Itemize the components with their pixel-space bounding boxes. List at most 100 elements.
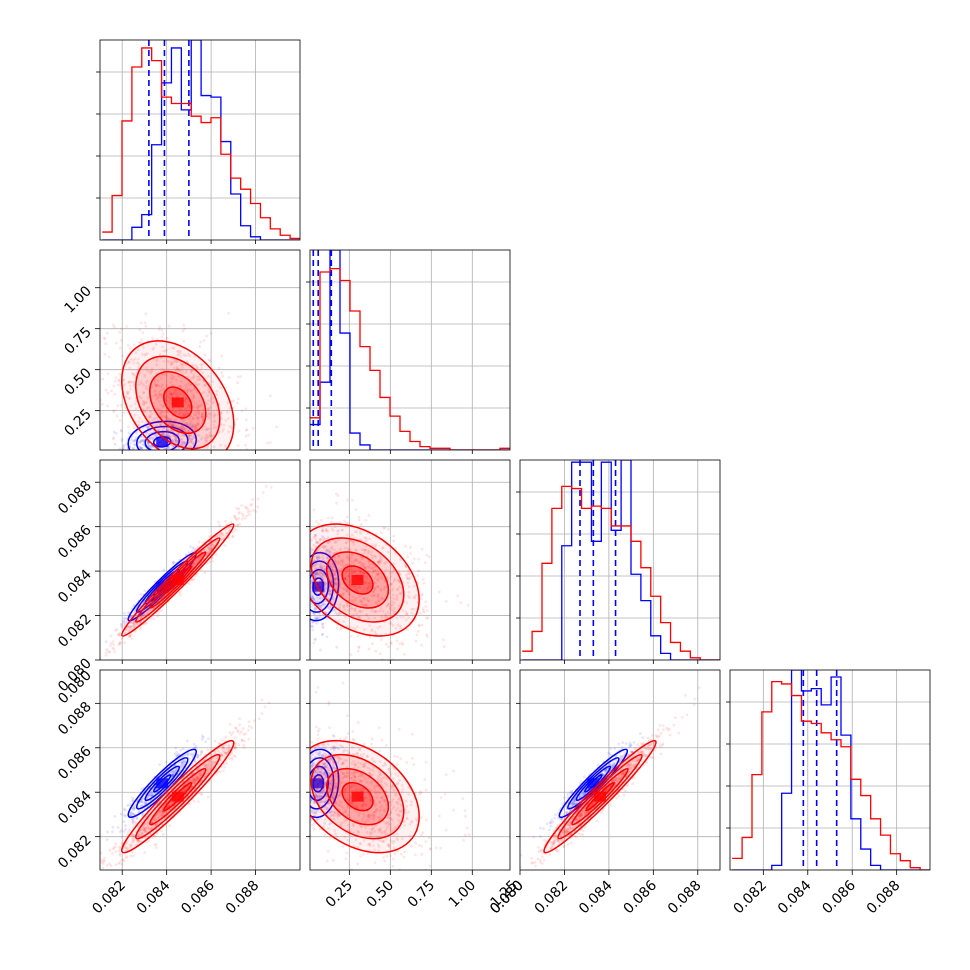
- scatter-point: [292, 589, 295, 592]
- scatter-point: [143, 373, 147, 377]
- scatter-point: [192, 388, 195, 391]
- scatter-point: [160, 455, 163, 458]
- scatter-point: [163, 349, 167, 353]
- scatter-point: [177, 384, 181, 388]
- scatter-point: [204, 439, 208, 443]
- scatter-point: [158, 763, 162, 767]
- scatter-point: [148, 436, 152, 440]
- scatter-point: [226, 456, 229, 459]
- scatter-point: [293, 519, 296, 522]
- scatter-point: [189, 452, 192, 455]
- scatter-point: [171, 424, 175, 428]
- scatter-point: [200, 415, 203, 419]
- scatter-point: [123, 622, 126, 626]
- scatter-point: [185, 422, 188, 426]
- scatter-point: [133, 430, 136, 434]
- scatter-point: [139, 447, 143, 450]
- scatter-point: [287, 532, 290, 535]
- scatter-point: [203, 425, 207, 429]
- scatter-point: [197, 418, 200, 422]
- scatter-point: [245, 428, 249, 432]
- scatter-point: [189, 383, 193, 387]
- scatter-point: [305, 606, 308, 609]
- scatter-point: [105, 875, 108, 878]
- scatter-point: [212, 416, 216, 420]
- scatter-point: [113, 325, 117, 329]
- scatter-point: [216, 535, 220, 538]
- scatter-point: [201, 414, 205, 418]
- scatter-point: [149, 415, 152, 419]
- scatter-point: [159, 388, 163, 392]
- scatter-point: [178, 368, 181, 372]
- scatter-point: [294, 499, 297, 502]
- scatter-point: [191, 562, 195, 566]
- scatter-point: [109, 634, 113, 638]
- scatter-point: [172, 433, 176, 437]
- scatter-point: [210, 542, 214, 546]
- scatter-point: [157, 428, 160, 432]
- scatter-point: [165, 359, 169, 363]
- scatter-point: [137, 420, 141, 423]
- scatter-point: [164, 447, 167, 450]
- scatter-point: [122, 411, 126, 415]
- scatter-point: [291, 576, 294, 579]
- scatter-point: [145, 406, 149, 410]
- scatter-point: [144, 455, 147, 458]
- scatter-point: [283, 581, 286, 584]
- scatter-point: [131, 796, 134, 800]
- scatter-point: [145, 381, 148, 384]
- scatter-point: [185, 478, 188, 481]
- scatter-point: [158, 412, 162, 416]
- scatter-point: [204, 428, 208, 432]
- scatter-point: [170, 360, 174, 364]
- scatter-point: [181, 372, 185, 376]
- scatter-point: [286, 553, 289, 556]
- scatter-point: [205, 469, 208, 472]
- scatter-point: [202, 408, 205, 412]
- scatter-point: [280, 557, 283, 560]
- scatter-point: [155, 383, 159, 387]
- scatter-point: [188, 434, 192, 438]
- scatter-point: [125, 451, 128, 454]
- scatter-point: [169, 376, 173, 380]
- scatter-point: [307, 572, 310, 575]
- scatter-point: [313, 638, 317, 642]
- hist-series-1: [102, 47, 300, 240]
- scatter-point: [186, 406, 190, 410]
- scatter-point: [160, 377, 163, 380]
- scatter-point: [177, 488, 180, 491]
- scatter-point: [117, 642, 121, 646]
- scatter-point: [135, 817, 139, 821]
- scatter-point: [140, 442, 144, 446]
- scatter-point: [416, 574, 420, 577]
- scatter-point: [185, 739, 189, 743]
- scatter-point: [176, 453, 179, 456]
- scatter-point: [138, 383, 141, 386]
- scatter-point: [303, 574, 306, 577]
- scatter-point: [170, 451, 173, 454]
- scatter-point: [254, 510, 258, 513]
- scatter-point: [170, 392, 174, 396]
- scatter-point: [188, 445, 192, 449]
- scatter-point: [302, 594, 305, 597]
- scatter-point: [181, 425, 185, 429]
- scatter-point: [135, 622, 139, 625]
- scatter-point: [256, 505, 260, 509]
- scatter-point: [167, 400, 171, 404]
- scatter-point: [184, 369, 188, 373]
- scatter-point: [424, 561, 427, 565]
- scatter-point: [118, 346, 122, 350]
- scatter-point: [142, 439, 146, 443]
- scatter-point: [245, 514, 249, 518]
- scatter-point: [142, 391, 146, 395]
- scatter-point: [235, 524, 239, 527]
- scatter-point: [162, 450, 165, 453]
- scatter-point: [145, 424, 148, 427]
- scatter-point: [103, 353, 107, 356]
- scatter-point: [138, 446, 142, 449]
- scatter-point: [200, 435, 204, 439]
- scatter-point: [116, 826, 120, 829]
- scatter-point: [159, 394, 163, 397]
- scatter-point: [417, 624, 421, 628]
- scatter-point: [197, 434, 201, 437]
